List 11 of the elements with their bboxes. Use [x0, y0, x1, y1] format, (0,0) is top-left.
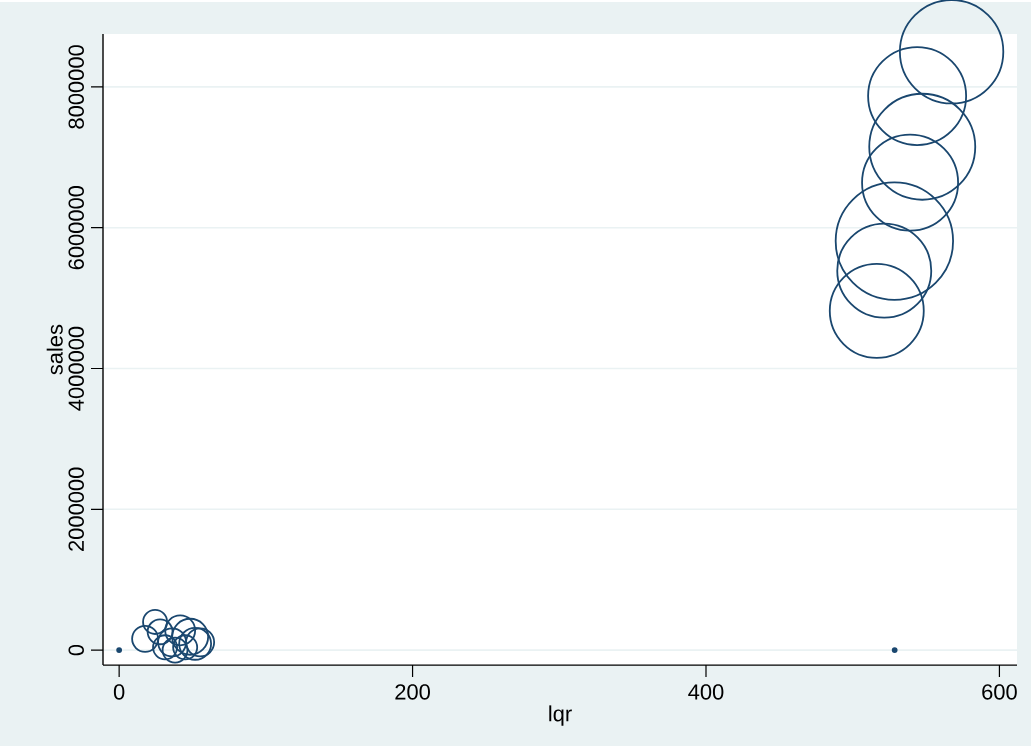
x-axis-title: lqr	[549, 705, 572, 726]
y-axis-title: sales	[46, 324, 63, 375]
y-tick-label: 4000000	[68, 326, 84, 411]
x-tick-label: 0	[113, 684, 125, 700]
x-tick-label: 400	[688, 684, 724, 700]
y-tick-label: 2000000	[68, 467, 84, 551]
y-tick-label: 8000000	[68, 45, 84, 129]
x-tick-label: 600	[982, 684, 1017, 700]
y-tick-label: 0	[68, 644, 84, 656]
y-tick-label: 6000000	[68, 185, 84, 270]
x-tick-label: 200	[395, 684, 430, 700]
